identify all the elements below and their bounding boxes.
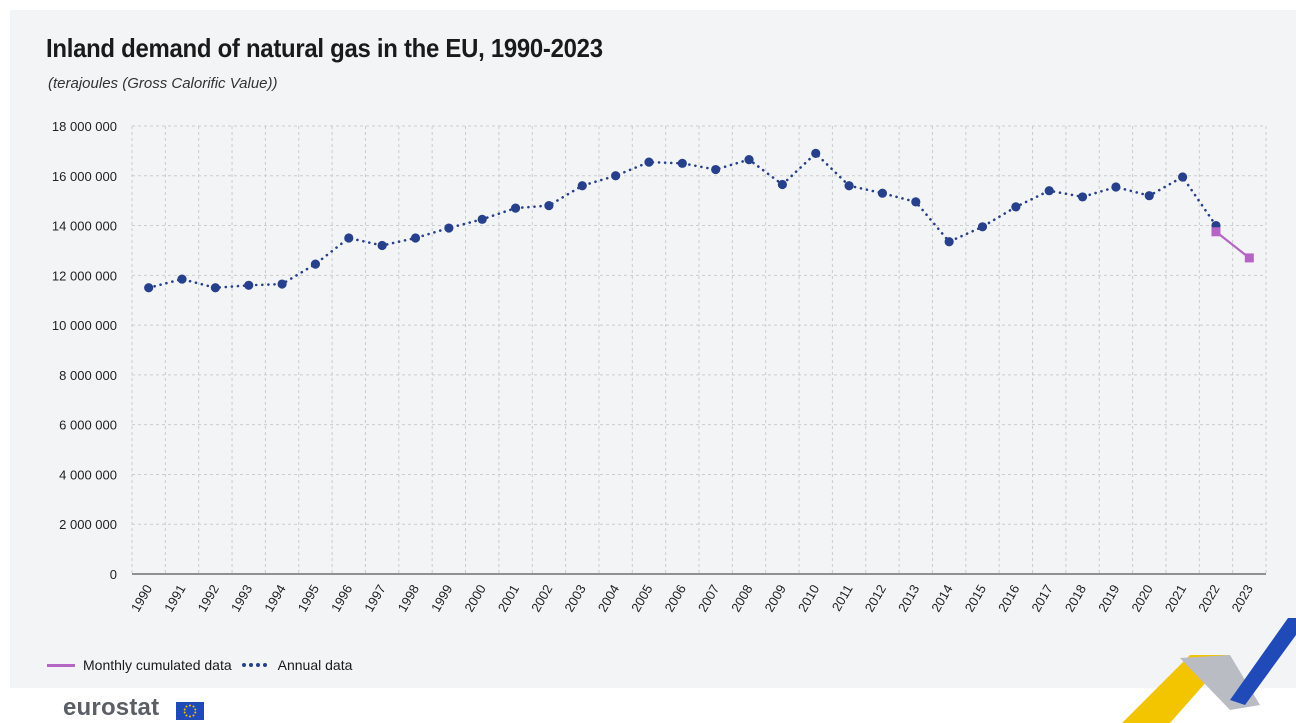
legend-item-monthly[interactable]: Monthly cumulated data [47,657,232,673]
x-tick-label: 2005 [628,582,655,615]
x-tick-label: 2008 [728,582,755,615]
x-tick-label: 2000 [461,582,488,615]
data-point-annual-data [210,283,220,293]
data-point-annual-data [811,148,821,158]
data-point-annual-data [277,279,287,289]
x-tick-label: 2016 [995,582,1022,615]
x-tick-label: 2015 [962,582,989,615]
data-point-annual-data [1111,182,1121,192]
x-tick-label: 2006 [661,582,688,615]
data-point-annual-data [911,197,921,207]
data-point-annual-data [377,240,387,251]
x-tick-label: 1995 [295,582,322,615]
data-point-annual-data [344,233,354,243]
series-line-monthly-cumulated-data [1215,230,1250,259]
y-tick-label: 14 000 000 [52,219,117,234]
y-tick-label: 6 000 000 [59,418,117,433]
legend-swatch-monthly [47,663,75,667]
x-tick-label: 1997 [361,582,388,615]
data-point-annual-data [644,157,654,167]
y-tick-label: 16 000 000 [52,169,117,184]
data-point-annual-data [410,233,421,243]
data-point-annual-data [777,179,787,190]
data-point-annual-data [444,223,454,233]
x-tick-label: 2011 [829,582,856,614]
y-tick-label: 10 000 000 [52,318,117,333]
x-tick-label: 1991 [161,582,188,615]
y-tick-label: 8 000 000 [59,368,117,383]
y-tick-label: 0 [110,567,117,582]
series-line-annual-data [147,151,1218,290]
corner-decoration [1122,618,1296,723]
y-tick-label: 4 000 000 [59,467,117,482]
data-point-annual-data [510,203,521,213]
chart-title: Inland demand of natural gas in the EU, … [46,33,603,63]
data-point-annual-data [944,237,954,247]
data-point-annual-data [477,214,487,224]
data-point-annual-data [677,158,687,168]
legend-item-annual[interactable]: Annual data [241,657,353,673]
legend-swatch-annual [241,663,270,667]
x-tick-label: 2014 [928,582,955,615]
x-tick-label: 2010 [795,582,822,615]
x-tick-label: 2004 [595,582,622,615]
x-tick-label: 2007 [695,582,722,615]
data-point-annual-data [744,155,754,165]
data-point-annual-data [877,188,888,198]
x-tick-label: 2001 [495,582,522,615]
x-tick-label: 1990 [128,582,155,615]
x-tick-label: 2002 [528,582,555,615]
data-point-monthly-cumulated-data [1211,227,1221,237]
x-tick-label: 1993 [228,582,255,615]
data-point-annual-data [544,201,554,211]
data-point-annual-data [1044,186,1054,196]
data-point-annual-data [1077,192,1088,202]
x-tick-label: 1994 [261,582,288,615]
eu-flag-icon [176,702,204,720]
data-point-annual-data [977,222,988,232]
chart-legend: Monthly cumulated data Annual data [47,656,362,674]
x-tick-label: 2017 [1028,582,1055,615]
data-point-annual-data [1011,202,1021,212]
x-tick-label: 2013 [895,582,922,615]
y-tick-label: 18 000 000 [52,119,117,134]
x-tick-label: 2018 [1062,582,1089,615]
x-tick-label: 1996 [328,582,355,615]
data-point-annual-data [244,280,254,290]
data-point-annual-data [1178,172,1188,182]
data-point-annual-data [177,274,187,284]
data-point-annual-data [844,181,854,191]
y-tick-label: 2 000 000 [59,517,117,532]
y-tick-label: 12 000 000 [52,268,117,283]
data-point-annual-data [711,164,721,175]
chart-card [10,10,1296,688]
x-tick-label: 2003 [561,582,588,615]
legend-label-annual: Annual data [277,657,353,673]
data-point-annual-data [144,283,154,293]
eurostat-logo: eurostat [63,694,160,721]
data-point-annual-data [1144,191,1154,201]
x-tick-label: 1992 [195,582,222,615]
data-point-annual-data [310,259,321,269]
x-tick-label: 2009 [762,582,789,615]
x-tick-label: 1999 [428,582,455,615]
x-tick-label: 2012 [862,582,889,615]
x-tick-label: 1998 [395,582,422,615]
chart-subtitle: (terajoules (Gross Calorific Value)) [48,75,278,92]
legend-label-monthly: Monthly cumulated data [83,657,232,673]
data-point-monthly-cumulated-data [1244,253,1254,263]
data-point-annual-data [577,181,587,191]
data-point-annual-data [611,171,621,181]
